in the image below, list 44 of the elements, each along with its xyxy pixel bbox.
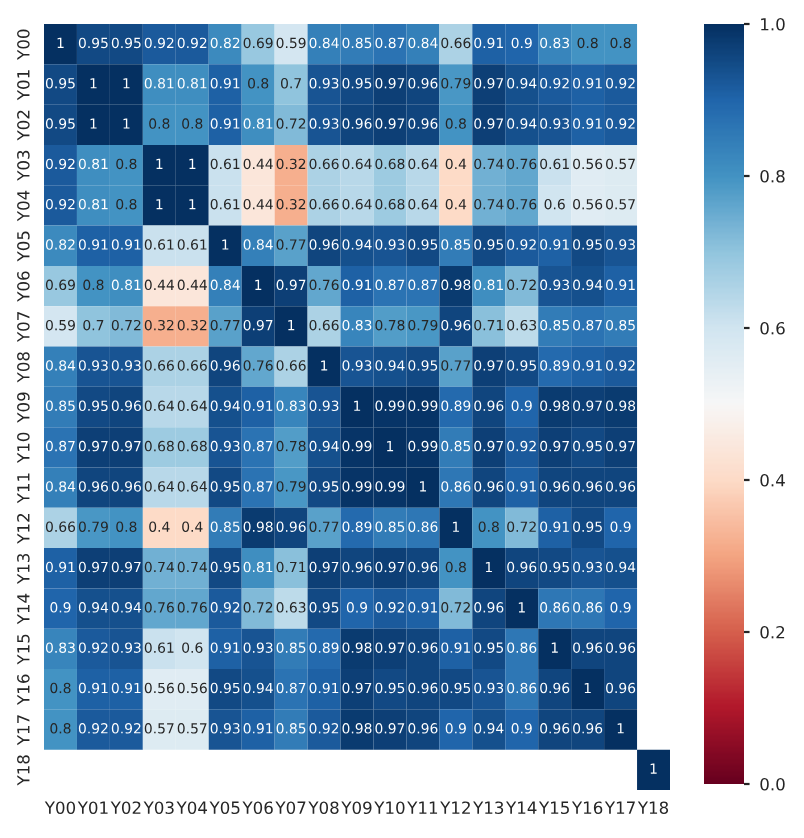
x-tick-label: Y15 [538, 801, 569, 815]
y-tick-label: Y00 [17, 29, 30, 60]
color-bar-label: 0.6 [760, 321, 785, 335]
x-tick-label: Y10 [374, 801, 405, 815]
y-tick-label: Y15 [17, 634, 30, 665]
color-bar-label: 0.0 [760, 777, 785, 791]
y-tick-label: Y09 [17, 392, 30, 423]
color-bar-label: 0.8 [760, 169, 785, 183]
x-tick-label: Y00 [44, 801, 76, 815]
x-tick-label: Y07 [275, 801, 306, 815]
y-tick-label: Y01 [17, 70, 30, 101]
x-tick-label: Y11 [407, 801, 438, 814]
y-tick-label: Y14 [17, 593, 30, 625]
y-tick-label: Y11 [17, 473, 30, 504]
x-tick-label: Y08 [308, 801, 339, 815]
y-tick-label: Y02 [17, 110, 30, 141]
y-tick-label: Y18 [17, 755, 30, 786]
x-tick-label: Y13 [473, 801, 504, 815]
y-tick-label: Y16 [17, 674, 30, 705]
x-tick-label: Y03 [143, 801, 174, 815]
x-tick-label: Y04 [176, 801, 208, 815]
x-tick-label: Y18 [637, 801, 669, 815]
y-tick-label: Y05 [17, 231, 30, 262]
y-tick-label: Y03 [17, 150, 30, 181]
x-tick-label: Y01 [77, 801, 108, 815]
y-tick-label: Y04 [17, 190, 30, 222]
color-bar-label: 1.0 [761, 17, 785, 31]
x-tick-label: Y02 [110, 801, 141, 815]
color-bar-label: 0.4 [760, 473, 785, 487]
y-tick-label: Y10 [17, 432, 30, 464]
x-tick-label: Y09 [341, 801, 372, 815]
color-bar-label: 0.2 [760, 625, 785, 639]
y-tick-label: Y07 [17, 312, 30, 343]
x-tick-label: Y14 [506, 801, 537, 814]
x-tick-label: Y16 [571, 801, 603, 815]
x-tick-label: Y17 [604, 801, 635, 814]
y-tick-label: Y08 [17, 352, 30, 383]
y-tick-label: Y12 [17, 513, 30, 544]
y-tick-label: Y17 [17, 715, 30, 746]
x-tick-label: Y06 [242, 801, 273, 815]
y-tick-label: Y06 [17, 271, 30, 302]
x-tick-label: Y05 [209, 801, 240, 815]
x-tick-label: Y12 [440, 801, 470, 814]
y-tick-label: Y13 [17, 553, 30, 584]
